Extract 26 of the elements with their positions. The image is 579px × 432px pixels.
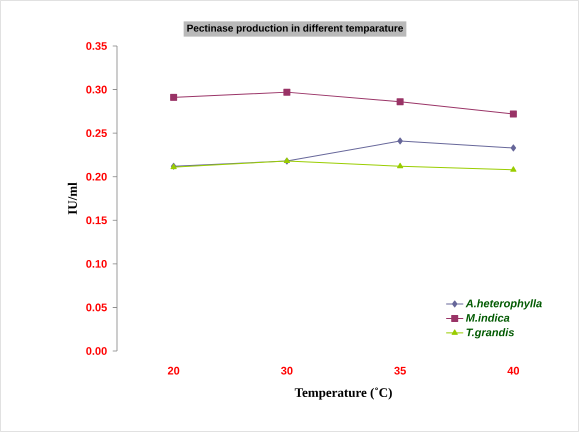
point	[510, 110, 517, 118]
y-tick-label: 0.35	[86, 42, 107, 50]
legend-label: M.indica	[466, 314, 510, 322]
y-tick-label: 0.30	[86, 86, 107, 94]
point	[510, 144, 516, 152]
y-tick-label: 0.25	[86, 129, 107, 138]
point	[283, 88, 290, 96]
chart-title: Pectinase production in different temparature	[187, 24, 404, 34]
y-tick-label: 0.05	[86, 304, 107, 312]
x-tick-label: 35	[394, 366, 406, 375]
point	[396, 98, 404, 106]
y-tick-label: 0.15	[86, 216, 107, 224]
point	[397, 137, 403, 144]
y-tick-label: 0.20	[86, 172, 107, 181]
point	[510, 166, 516, 172]
y-tick-label: 0.00	[86, 347, 107, 355]
legend-label: A.heterophylla	[466, 299, 542, 310]
x-axis-title: Temperature (˚C)	[294, 387, 392, 400]
point	[397, 162, 404, 168]
x-tick-label: 30	[281, 366, 293, 375]
x-tick-label: 40	[507, 366, 520, 375]
y-axis-title: IU/ml	[68, 182, 77, 214]
y-tick-label: 0.10	[86, 260, 107, 268]
point	[170, 94, 178, 101]
legend-label: T.grandis	[466, 328, 514, 338]
x-tick-label: 20	[168, 366, 180, 375]
